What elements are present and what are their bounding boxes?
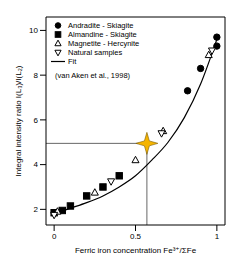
svg-text:6: 6 bbox=[34, 116, 39, 125]
html-text:Almandine - Skiagite: Almandine - Skiagite bbox=[68, 30, 137, 39]
svg-text:1: 1 bbox=[215, 232, 220, 241]
svg-text:Ferric iron concentration Fe³⁺: Ferric iron concentration Fe³⁺/ΣFe bbox=[75, 246, 197, 255]
svg-text:8: 8 bbox=[34, 71, 39, 80]
html-text:Fit: Fit bbox=[68, 57, 77, 66]
svg-text:2: 2 bbox=[34, 205, 39, 214]
svg-text:4: 4 bbox=[34, 160, 39, 169]
svg-text:Integral intensity ratio I(L₃): Integral intensity ratio I(L₃)/I(L₂) bbox=[14, 65, 23, 176]
html-text:Andradite - Skiagite: Andradite - Skiagite bbox=[68, 21, 134, 30]
svg-text:0.5: 0.5 bbox=[130, 232, 142, 241]
svg-text:10: 10 bbox=[29, 26, 38, 35]
html-text:Magnetite - Hercynite: Magnetite - Hercynite bbox=[68, 39, 140, 48]
html-text:(van Aken et al., 1998): (van Aken et al., 1998) bbox=[55, 71, 131, 80]
html-text:Natural samples: Natural samples bbox=[68, 48, 123, 57]
svg-text:0: 0 bbox=[52, 232, 57, 241]
